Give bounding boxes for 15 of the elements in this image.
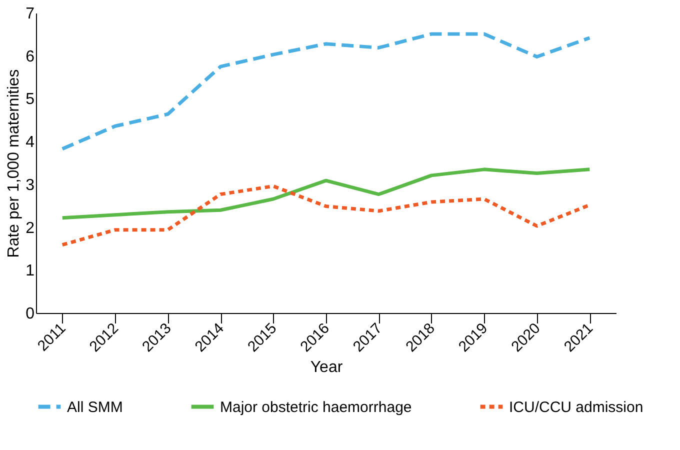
y-tick-label: 3 [26, 176, 35, 194]
y-tick-label: 4 [26, 134, 35, 152]
line-series [60, 32, 592, 151]
y-tick-label: 6 [26, 48, 35, 66]
line-series [60, 168, 592, 220]
x-axis-title: Year [310, 358, 344, 376]
y-tick-label: 1 [26, 262, 35, 280]
legend-label: Major obstetric haemorrhage [220, 398, 412, 416]
y-tick-label: 5 [26, 91, 35, 108]
y-tick-label: 2 [26, 220, 35, 237]
y-tick-label: 0 [26, 306, 35, 322]
y-axis-title: Rate per 1,000 maternities [6, 69, 23, 258]
legend-label: All SMM [67, 398, 123, 416]
legend-label: ICU/CCU admission [509, 398, 644, 416]
y-tick-label: 7 [26, 6, 35, 22]
